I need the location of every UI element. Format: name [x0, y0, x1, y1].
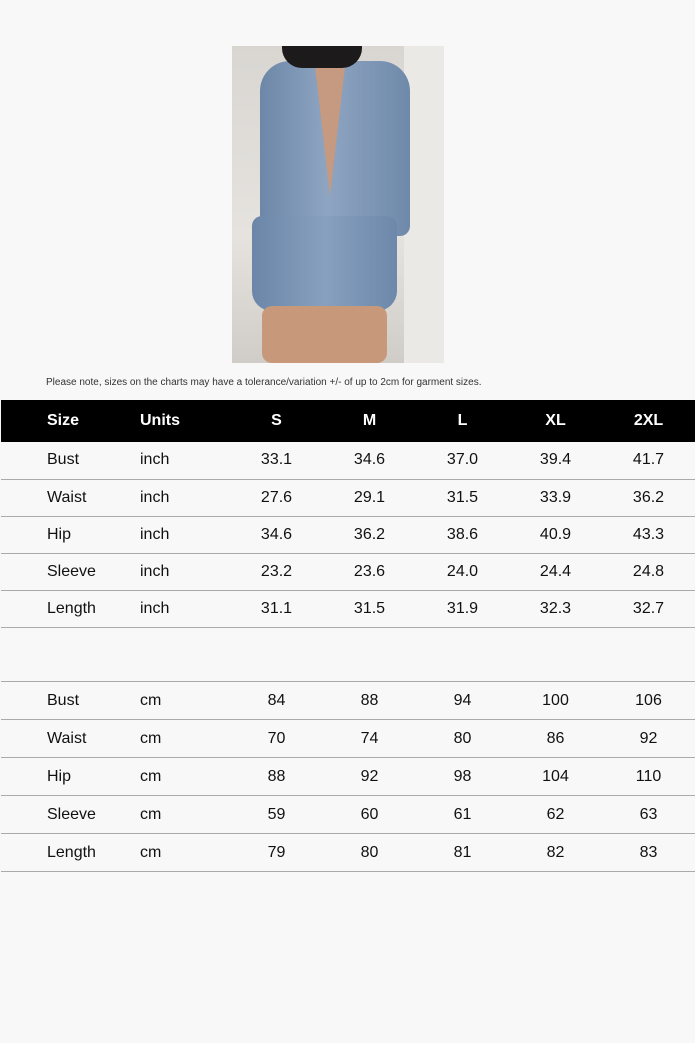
- table-row: Hip cm 88 92 98 104 110: [1, 758, 695, 796]
- size-chart-cm: Bust cm 84 88 94 100 106 Waist cm 70 74 80 86 92 Hip cm…: [1, 681, 695, 872]
- table-row: Sleeve inch 23.2 23.6 24.0 24.4 24.8: [1, 553, 695, 590]
- table-cell: 31.5: [353, 599, 386, 617]
- table-cell: inch: [140, 525, 170, 543]
- table-cell: Sleeve: [47, 805, 96, 823]
- column-header: Size: [47, 412, 80, 429]
- table-row: Length cm 79 80 81 82 83: [1, 834, 695, 872]
- table-cell: 94: [453, 691, 472, 709]
- table-cell: 24.8: [632, 562, 665, 580]
- table-cell: cm: [140, 691, 162, 709]
- table-cell: Waist: [47, 729, 87, 747]
- column-header: S: [271, 412, 282, 429]
- table-cell: 80: [453, 729, 472, 747]
- table-header: Size Units S M L XL 2XL: [1, 400, 695, 442]
- column-header: L: [457, 412, 468, 429]
- size-tolerance-note: Please note, sizes on the charts may hav…: [46, 377, 482, 388]
- table-cell: 33.9: [539, 488, 572, 506]
- table-row: Sleeve cm 59 60 61 62 63: [1, 796, 695, 834]
- table-cell: 33.1: [260, 451, 293, 469]
- table-cell: 39.4: [539, 451, 572, 469]
- table-cell: 100: [542, 691, 569, 709]
- size-chart-inch: Size Units S M L XL 2XL Bust inch 33.1 34.6 37.0 39…: [1, 400, 695, 628]
- table-cell: 34.6: [260, 525, 293, 543]
- table-cell: 84: [267, 691, 286, 709]
- table-cell: 27.6: [260, 488, 293, 506]
- table-cell: 98: [453, 767, 472, 785]
- table-cell: 88: [267, 767, 286, 785]
- table-cell: 106: [635, 691, 662, 709]
- table-cell: 92: [360, 767, 379, 785]
- table-cell: 37.0: [446, 451, 479, 469]
- table-cell: Hip: [47, 525, 72, 543]
- table-cell: 24.0: [446, 562, 479, 580]
- table-cell: cm: [140, 843, 162, 861]
- table-cell: 32.7: [632, 599, 665, 617]
- table-cell: 24.4: [539, 562, 572, 580]
- table-cell: 74: [360, 729, 379, 747]
- table-cell: 61: [453, 805, 472, 823]
- table-cell: 92: [639, 729, 658, 747]
- table-row: Waist inch 27.6 29.1 31.5 33.9 36.2: [1, 479, 695, 516]
- table-cell: 34.6: [353, 451, 386, 469]
- table-cell: 63: [639, 805, 658, 823]
- table-cell: Hip: [47, 767, 72, 785]
- table-cell: 80: [360, 843, 379, 861]
- table-cell: inch: [140, 488, 170, 506]
- table-cell: 104: [542, 767, 569, 785]
- table-cell: Sleeve: [47, 562, 96, 580]
- table-cell: 38.6: [446, 525, 479, 543]
- table-cell: 62: [546, 805, 565, 823]
- table-cell: inch: [140, 562, 170, 580]
- column-header: XL: [545, 412, 566, 429]
- table-row: Waist cm 70 74 80 86 92: [1, 720, 695, 758]
- table-cell: 31.9: [446, 599, 479, 617]
- table-cell: 31.5: [446, 488, 479, 506]
- table-cell: 70: [267, 729, 286, 747]
- table-cell: 31.1: [260, 599, 293, 617]
- table-cell: Length: [47, 599, 96, 617]
- table-cell: Bust: [47, 451, 80, 469]
- table-row: Length inch 31.1 31.5 31.9 32.3 32.7: [1, 590, 695, 627]
- table-cell: inch: [140, 599, 170, 617]
- table-cell: 60: [360, 805, 379, 823]
- table-cell: 36.2: [632, 488, 665, 506]
- table-cell: 88: [360, 691, 379, 709]
- table-cell: 59: [267, 805, 286, 823]
- column-header: M: [362, 412, 377, 429]
- table-cell: 41.7: [632, 451, 665, 469]
- table-cell: 23.6: [353, 562, 386, 580]
- table-row: Hip inch 34.6 36.2 38.6 40.9 43.3: [1, 516, 695, 553]
- table-cell: 36.2: [353, 525, 386, 543]
- table-cell: 82: [546, 843, 565, 861]
- table-cell: Length: [47, 843, 96, 861]
- table-cell: Bust: [47, 691, 80, 709]
- table-cell: 81: [453, 843, 472, 861]
- table-cell: 23.2: [260, 562, 293, 580]
- table-cell: 110: [635, 767, 662, 785]
- column-header: Units: [140, 412, 180, 429]
- table-cell: 79: [267, 843, 286, 861]
- table-cell: 86: [546, 729, 565, 747]
- product-photo: [232, 46, 444, 363]
- table-row: Bust cm 84 88 94 100 106: [1, 682, 695, 720]
- column-header: 2XL: [633, 412, 664, 429]
- table-cell: 83: [639, 843, 658, 861]
- table-row: Bust inch 33.1 34.6 37.0 39.4 41.7: [1, 442, 695, 479]
- table-cell: 29.1: [353, 488, 386, 506]
- table-cell: inch: [140, 451, 170, 469]
- table-cell: cm: [140, 729, 162, 747]
- table-cell: cm: [140, 767, 162, 785]
- table-cell: cm: [140, 805, 162, 823]
- table-cell: 40.9: [539, 525, 572, 543]
- table-cell: Waist: [47, 488, 87, 506]
- table-cell: 43.3: [632, 525, 665, 543]
- table-cell: 32.3: [539, 599, 572, 617]
